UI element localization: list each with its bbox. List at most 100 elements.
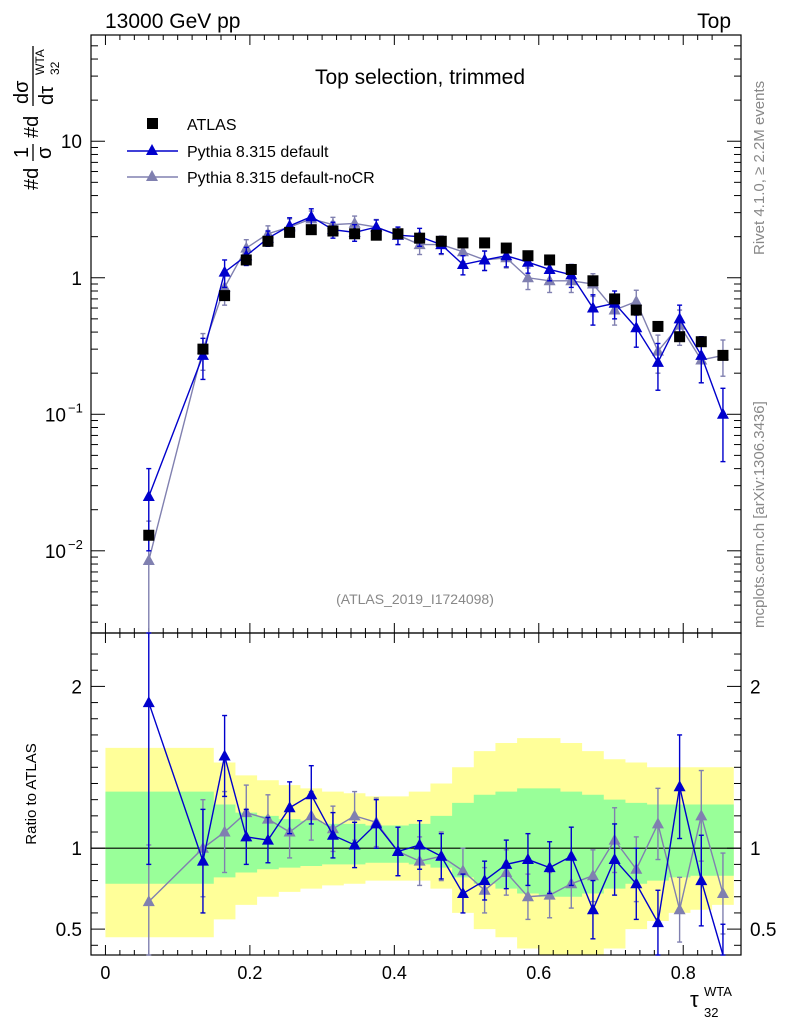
main-point-pythia-default [630,321,643,333]
main-point-atlas [500,242,512,254]
main-point-atlas [479,237,491,249]
main-y-tick-label: 10 [45,405,66,426]
legend-marker-default [146,144,158,155]
ratio-point-pythia-nocr [695,809,708,821]
main-point-pythia-nocr [521,271,534,283]
main-point-atlas [544,254,556,266]
legend-item-nocr: Pythia 8.315 default-noCR [127,170,375,187]
ratio-point-pythia-default [543,861,556,873]
main-point-pythia-default [651,355,664,367]
x-tick-label: 0.8 [671,963,696,983]
main-point-pythia-default [716,407,729,419]
ratio-y-axis-label: Ratio to ATLAS [23,743,40,844]
ratio-point-pythia-default [240,830,253,842]
svg-text:dσ: dσ [11,80,33,104]
main-y-axis-label: #d 1 σ #d dσ dτ WTA 32 [11,46,62,190]
ratio-point-pythia-default [673,780,686,792]
main-y-tick-label: 1 [71,269,82,290]
ratio-point-pythia-default [218,749,231,761]
main-point-pythia-default [305,210,318,222]
ylabel-d-2: d [21,116,43,127]
main-point-pythia-default [370,220,383,232]
main-point-atlas [457,237,469,249]
process-label: Top [697,10,731,33]
ratio-point-pythia-default [348,838,361,850]
ylabel-tau-sup: WTA [33,49,47,75]
main-point-pythia-default [695,348,708,360]
ylabel-sigma-1: σ [34,146,56,159]
ratio-point-pythia-default [565,849,578,861]
main-point-atlas [305,224,317,236]
legend-item-default: Pythia 8.315 default [127,144,329,161]
main-point-atlas [327,225,339,237]
legend-label-nocr: Pythia 8.315 default-noCR [187,170,375,187]
ratio-point-pythia-nocr [651,817,664,829]
xlabel-tau-sup: WTA [704,984,732,999]
main-point-pythia-nocr [630,295,643,307]
svg-text:#d: #d [21,116,43,138]
main-point-atlas [522,250,534,262]
main-point-atlas [349,228,361,240]
main-point-pythia-nocr [456,245,469,257]
main-point-atlas [630,304,642,316]
legend-marker-atlas [147,118,158,129]
rivet-side-label: Rivet 4.1.0, ≥ 2.2M events [751,81,768,255]
ratio-y-tick-label-left: 2 [71,677,82,698]
legend-item-atlas: ATLAS [147,117,237,134]
mcplots-side-label: mcplots.cern.ch [arXiv:1306.3436] [751,401,768,628]
main-point-atlas [197,343,209,355]
legend-label-default: Pythia 8.315 default [187,144,329,161]
ylabel-d-3: d [11,93,33,104]
ratio-point-pythia-default [500,857,513,869]
ratio-plot-frame [90,632,742,956]
legend-label-atlas: ATLAS [187,117,237,134]
main-y-tick-label: 10 [61,132,82,153]
main-point-atlas [565,263,577,275]
ratio-point-pythia-default [651,916,664,928]
main-series-pythia-default [142,208,729,552]
main-series [142,208,729,634]
main-point-pythia-default [543,262,556,274]
main-point-pythia-default [478,253,491,265]
ratio-point-pythia-default [521,853,534,865]
ratio-point-pythia-default [435,849,448,861]
main-point-atlas [414,232,426,244]
ratio-line-pythia-default [148,702,724,956]
ratio-point-pythia-default [326,828,339,840]
ratio-point-pythia-default [196,854,209,866]
ratio-point-pythia-nocr [348,809,361,821]
analysis-id: (ATLAS_2019_I1724098) [336,591,494,607]
ratio-point-pythia-nocr [142,895,155,907]
main-point-atlas [219,290,231,302]
main-point-pythia-nocr [142,553,155,565]
ratio-point-pythia-default [695,874,708,886]
main-series-atlas [143,224,729,541]
main-point-atlas [262,235,274,247]
ratio-point-pythia-default [608,853,621,865]
main-point-pythia-nocr [348,216,361,228]
plot-title: Top selection, trimmed [315,66,525,89]
ratio-point-pythia-default [630,877,643,889]
ratio-point-pythia-nocr [521,890,534,902]
main-line-pythia-default [148,215,724,497]
main-y-tick-exponent: −2 [68,537,83,552]
ylabel-one: 1 [11,147,33,158]
x-tick-label: 0.6 [526,963,551,983]
ratio-y-tick-label-right: 1 [750,839,761,860]
main-point-pythia-default [456,258,469,270]
main-point-atlas [284,226,296,238]
main-point-atlas [240,254,252,266]
legend: ATLAS Pythia 8.315 default Pythia 8.315 … [127,117,375,187]
main-line-pythia-nocr [148,218,724,561]
main-point-pythia-default [586,301,599,313]
main-point-atlas [717,349,729,361]
ylabel-d-1: d [21,168,43,179]
ratio-point-pythia-nocr [586,869,599,881]
ylabel-hash-2: # [21,126,43,138]
ratio-point-pythia-default [478,874,491,886]
main-y-tick-label: 10 [45,542,66,563]
main-point-atlas [370,229,382,241]
ratio-series-pythia-default [142,632,726,956]
main-point-atlas [674,331,686,343]
